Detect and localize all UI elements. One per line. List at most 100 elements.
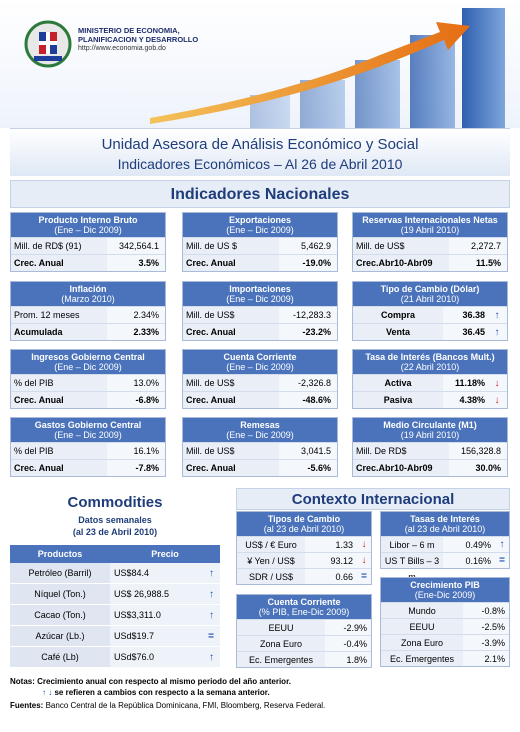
commodity-name: Café (Lb) [10, 647, 110, 667]
indicator-label: Activa [353, 375, 443, 391]
context-value: 0.66 [305, 569, 357, 584]
indicator-title: Gastos Gobierno Central [34, 420, 142, 430]
indicator-value: 36.45 [443, 324, 487, 340]
indicator-row: Crec. Anual -48.6% [183, 391, 337, 408]
context-header: Tipos de Cambio (al 23 de Abril 2010) [237, 512, 371, 536]
commodity-price: US$3,311.0 [114, 610, 161, 620]
indicator-row: Crec. Anual -19.0% [183, 254, 337, 271]
title-line2: Indicadores Económicos – Al 26 de Abril … [117, 156, 403, 172]
context-row: SDR / US$ 0.66 = [237, 568, 371, 584]
indicator-row: Prom. 12 meses 2.34% [11, 306, 165, 323]
commodity-name: Petróleo (Barril) [10, 563, 110, 583]
indicator-row: Crec. Anual -7.8% [11, 459, 165, 476]
context-value: 0.16% [443, 553, 495, 568]
arrow-down-icon: ↓ [357, 553, 371, 568]
indicator-period: (Ene – Dic 2009) [226, 362, 294, 372]
indicator-value: 3,041.5 [279, 443, 337, 459]
indicator-row: Crec. Anual -23.2% [183, 323, 337, 340]
arrow-down-icon: ↓ [357, 537, 371, 552]
context-value: 1.8% [325, 652, 371, 667]
context-label: SDR / US$ [237, 569, 305, 584]
notes-label: Notas: [10, 677, 35, 686]
indicator-header: Cuenta Corriente (Ene – Dic 2009) [183, 350, 337, 374]
indicator-title: Tipo de Cambio (Dólar) [380, 284, 480, 294]
indicator-header: Gastos Gobierno Central (Ene – Dic 2009) [11, 418, 165, 442]
indicator-box: Reservas Internacionales Netas (19 Abril … [352, 212, 508, 272]
indicator-row: Crec.Abr10-Abr09 30.0% [353, 459, 507, 476]
ministry-line1: MINISTERIO DE ECONOMIA, [78, 26, 180, 35]
context-label: Ec. Emergentes [237, 652, 325, 667]
indicator-value: 2.34% [107, 307, 165, 323]
context-value: 2.1% [463, 651, 509, 666]
indicator-label: Prom. 12 meses [11, 307, 107, 323]
context-label: EEUU [237, 620, 325, 635]
ministry-url[interactable]: http://www.economia.gob.do [78, 45, 166, 52]
commodity-name: Níquel (Ton.) [10, 584, 110, 604]
context-title: Crecimiento PIB [410, 580, 480, 590]
indicator-row: Mill. de US$ 2,272.7 [353, 237, 507, 254]
indicator-value: 16.1% [107, 443, 165, 459]
indicator-value: 13.0% [107, 375, 165, 391]
indicator-label: Crec. Anual [183, 460, 279, 476]
arrow-up-icon: ↑ [487, 307, 507, 323]
notes: Notas: Crecimiento anual con respecto al… [10, 676, 510, 711]
context-row: Zona Euro -0.4% [237, 635, 371, 651]
indicator-label: Mill. de RD$ (91) [11, 238, 107, 254]
indicator-value: 36.38 [443, 307, 487, 323]
context-value: -2.5% [463, 619, 509, 634]
context-label: Zona Euro [237, 636, 325, 651]
commodity-price-cell: USd$19.7 = [110, 626, 220, 646]
commodities-subtitle: Datos semanales (al 23 de Abril 2010) [10, 514, 220, 538]
indicator-value: -23.2% [279, 324, 337, 340]
coat-of-arms-icon [24, 20, 72, 68]
commodity-price-cell: US$84.4 ↑ [110, 563, 220, 583]
indicator-box: Producto Interno Bruto (Ene – Dic 2009) Mi… [10, 212, 166, 272]
contexto-title: Contexto Internacional [236, 488, 510, 510]
indicator-title: Tasa de Interés (Bancos Mult.) [365, 352, 495, 362]
indicator-value: -6.8% [107, 392, 165, 408]
indicator-box: Exportaciones (Ene – Dic 2009) Mill. de US… [182, 212, 338, 272]
indicator-value: 2,272.7 [449, 238, 507, 254]
indicator-period: (19 Abril 2010) [400, 430, 460, 440]
context-row: Mundo -0.8% [381, 602, 509, 618]
cuenta-corriente-int-box: Cuenta Corriente (% PIB, Ene-Dic 2009) EEU… [236, 594, 372, 668]
indicator-header: Exportaciones (Ene – Dic 2009) [183, 213, 337, 237]
arrow-up-icon: ↑ [209, 652, 214, 663]
context-header: Tasas de Interés (al 23 de Abril 2010) [381, 512, 509, 536]
context-value: -3.9% [463, 635, 509, 650]
context-value: -2.9% [325, 620, 371, 635]
context-row: EEUU -2.9% [237, 619, 371, 635]
arrow-up-icon: ↑ [209, 589, 214, 600]
indicator-value: 3.5% [107, 255, 165, 271]
indicator-box: Cuenta Corriente (Ene – Dic 2009) Mill. de… [182, 349, 338, 409]
indicator-value: -2,326.8 [279, 375, 337, 391]
context-value: -0.4% [325, 636, 371, 651]
commodities-header-row: Productos Precio [10, 545, 220, 563]
context-label: Mundo [381, 603, 463, 618]
indicator-label: Crec. Anual [11, 392, 107, 408]
title-line1: Unidad Asesora de Análisis Económico y S… [101, 136, 419, 153]
sources-label: Fuentes: [10, 701, 44, 710]
indicator-title: Exportaciones [228, 215, 292, 225]
context-row: Libor – 6 m 0.49% ↑ [381, 536, 509, 552]
context-period: (% PIB, Ene-Dic 2009) [258, 607, 350, 617]
notes-arrows-icon: ↑ ↓ [42, 688, 53, 697]
commodity-price-cell: US$ 26,988.5 ↑ [110, 584, 220, 604]
indicator-value: 4.38% [443, 392, 487, 408]
indicator-row: Acumulada 2.33% [11, 323, 165, 340]
indicator-row: % del PIB 16.1% [11, 442, 165, 459]
commodities-sub1: Datos semanales [78, 515, 152, 525]
indicator-title: Medio Circulante (M1) [383, 420, 477, 430]
indicator-period: (Ene – Dic 2009) [226, 430, 294, 440]
indicator-label: Crec. Anual [183, 255, 279, 271]
indicator-row: Mill. de US$ -12,283.3 [183, 306, 337, 323]
tasas-interes-box: Tasas de Interés (al 23 de Abril 2010) Lib… [380, 511, 510, 582]
indicator-header: Inflación (Marzo 2010) [11, 282, 165, 306]
commodity-row: Petróleo (Barril) US$84.4 ↑ [10, 563, 220, 584]
commodities-title: Commodities [67, 494, 163, 511]
indicator-label: % del PIB [11, 375, 107, 391]
context-label: ¥ Yen / US$ [237, 553, 305, 568]
indicator-period: (Ene – Dic 2009) [226, 225, 294, 235]
arrow-up-icon: ↑ [495, 537, 509, 552]
